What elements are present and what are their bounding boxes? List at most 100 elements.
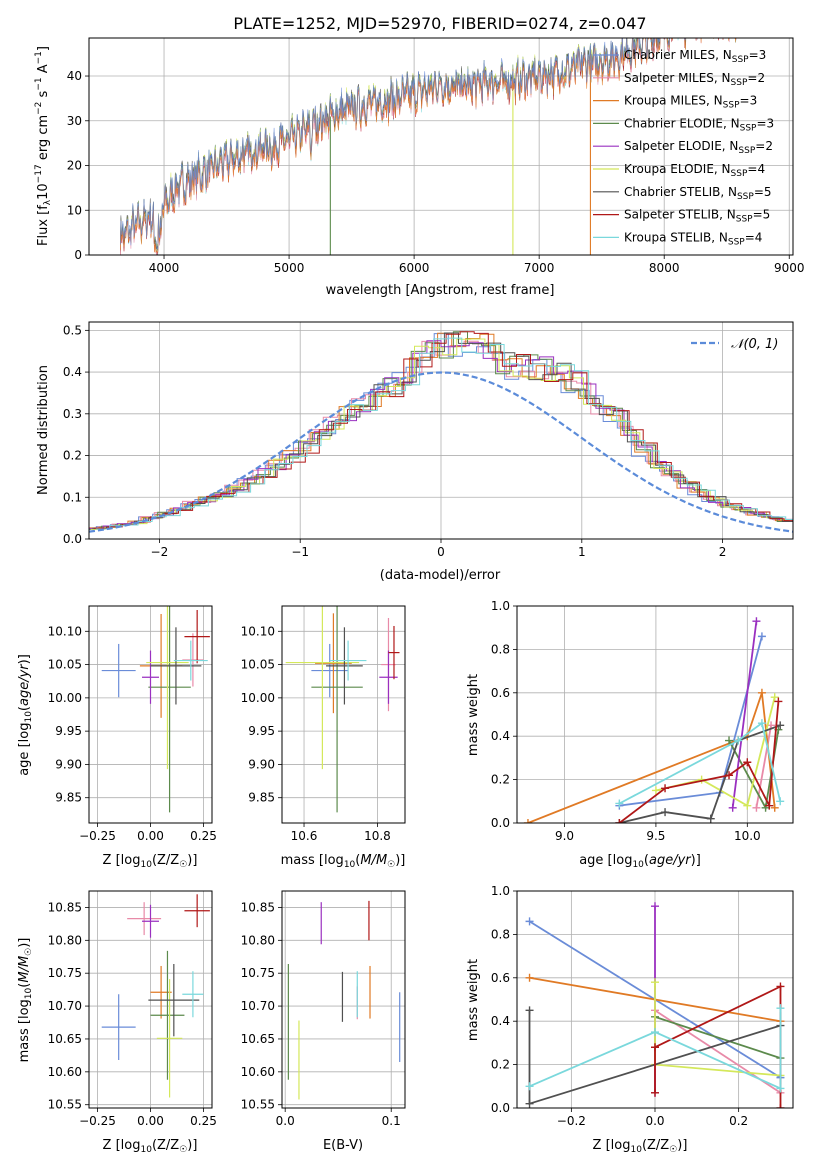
- legend-label: Chabrier MILES, NSSP=3: [624, 48, 766, 65]
- y-tick-label: 10.75: [48, 966, 82, 980]
- x-tick-label: 0.2: [729, 1114, 748, 1128]
- y-tick-label: 0.0: [491, 1101, 510, 1115]
- weight-marker: [774, 697, 783, 706]
- weight-marker: [651, 902, 659, 911]
- residual-histogram: [89, 332, 790, 529]
- mass-vs-z-xlabel: Z [log10(Z/Z☉)]: [103, 1138, 198, 1155]
- weight-vs-z-ylabel: mass weight: [466, 959, 481, 1041]
- weight-marker: [776, 721, 785, 730]
- y-tick-label: 10.60: [241, 1065, 275, 1079]
- x-tick-label: 10.8: [364, 829, 391, 843]
- legend-nssp: =4: [747, 162, 765, 176]
- x-tick-label: 1: [578, 545, 586, 559]
- y-tick-label: 10.70: [241, 999, 275, 1013]
- y-tick-label: 0.8: [491, 642, 510, 656]
- weight-marker: [651, 1043, 659, 1052]
- legend-nssp: =3: [749, 48, 767, 62]
- y-tick-label: 0.0: [63, 532, 82, 546]
- x-tick-label: 0.00: [137, 829, 164, 843]
- y-tick-label: 10.55: [241, 1098, 275, 1112]
- spectrum-plot-area: 4000 5000 6000 7000 8000 9000 0 10 20 30 40: [67, 37, 805, 275]
- weight-marker: [734, 736, 743, 745]
- y-tick-label: 0.5: [63, 323, 82, 337]
- x-tick-label: 2: [719, 545, 727, 559]
- weight-marker: [770, 693, 779, 702]
- y-tick-label: 1.0: [491, 884, 510, 898]
- axes-frame: 10.6 10.8 9.85 9.90 9.95 10.00 10.05 10.10: [241, 605, 406, 843]
- weight-marker: [651, 1028, 659, 1037]
- weight-marker: [776, 982, 785, 991]
- weight-marker: [651, 786, 660, 795]
- y-tick-label: 10.05: [241, 658, 275, 672]
- legend-label: Kroupa MILES, NSSP=3: [624, 94, 757, 111]
- spectrum-series-line: [120, 38, 686, 251]
- weight-marker: [615, 819, 624, 823]
- y-tick-label: 0.2: [491, 1058, 510, 1072]
- plot-marks: [523, 617, 785, 823]
- y-tick-label: 0: [74, 248, 82, 262]
- weight-vs-age-plot-area: 9.0 9.5 10.0 0.0 0.2 0.4 0.6 0.8 1.0: [491, 599, 794, 843]
- legend-nssp: =3: [756, 116, 774, 130]
- y-tick-label: 0.4: [491, 729, 510, 743]
- spectrum-ylabel: Flux [fλ10−17 erg cm−2 s−1 A−1]: [34, 46, 53, 246]
- legend-subscript: SSP: [728, 237, 745, 247]
- plot-marks: [120, 38, 747, 255]
- axes-frame: −0.2 0.0 0.2 0.0 0.2 0.4 0.6 0.8 1.0: [491, 884, 794, 1128]
- x-tick-label: 0.0: [645, 1114, 664, 1128]
- x-tick-label: 10.6: [291, 829, 318, 843]
- y-tick-label: 10.80: [241, 933, 275, 947]
- x-tick-label: 10.0: [734, 829, 761, 843]
- weight-vs-age-xlabel: age [log10(age/yr)]: [579, 853, 701, 870]
- weight-vs-z-panel: −0.2 0.0 0.2 0.0 0.2 0.4 0.6 0.8 1.0 Z [log10(Z/…: [466, 884, 794, 1155]
- weight-series-line: [529, 1008, 782, 1090]
- y-tick-label: 10.55: [48, 1098, 82, 1112]
- x-tick-label: 0.25: [190, 1114, 217, 1128]
- weight-marker: [770, 803, 779, 812]
- legend-subscript: SSP: [731, 169, 748, 179]
- x-tick-label: −0.2: [557, 1114, 586, 1128]
- y-tick-label: 10.65: [241, 1032, 275, 1046]
- y-tick-label: 40: [67, 69, 82, 83]
- mass-vs-z-panel: −0.25 0.00 0.25 10.55 10.60 10.65 10.70 10.75 10…: [17, 890, 217, 1155]
- y-tick-label: 10.10: [241, 624, 275, 638]
- plot-marks: [525, 902, 785, 1108]
- x-tick-label: 7000: [524, 261, 555, 275]
- weight-marker: [752, 617, 761, 626]
- plot-marks: [287, 900, 401, 1100]
- weight-series-line: [618, 721, 782, 805]
- weight-marker: [743, 758, 752, 767]
- axes-frame: 4000 5000 6000 7000 8000 9000 0 10 20 30 40: [67, 37, 805, 275]
- weight-marker: [776, 797, 785, 806]
- legend-label: Salpeter ELODIE, NSSP=2: [624, 139, 773, 156]
- mass-vs-z-plot-area: −0.25 0.00 0.25 10.55 10.60 10.65 10.70 10.75 10…: [48, 890, 217, 1128]
- weight-series-line: [618, 701, 780, 823]
- y-tick-label: 0.4: [491, 1014, 510, 1028]
- y-tick-label: 10.60: [48, 1065, 82, 1079]
- weight-marker: [725, 736, 734, 745]
- legend-label: Chabrier STELIB, NSSP=5: [624, 185, 772, 202]
- weight-marker: [525, 1082, 534, 1091]
- y-tick-label: 10.00: [241, 691, 275, 705]
- axes-border: [516, 605, 794, 824]
- x-tick-label: −1: [291, 545, 309, 559]
- weight-vs-z-xlabel: Z [log10(Z/Z☉)]: [593, 1138, 688, 1155]
- x-tick-label: 9.5: [646, 829, 665, 843]
- residual-histogram: [89, 331, 792, 530]
- y-tick-label: 10.80: [48, 933, 82, 947]
- y-tick-label: 10.85: [48, 900, 82, 914]
- residuals-legend-label: 𝒩(0, 1): [731, 337, 778, 352]
- residual-histogram: [92, 332, 793, 529]
- age-vs-z-panel: −0.25 0.00 0.25 9.85 9.90 9.95 10.00 10.05 10.10…: [17, 605, 217, 870]
- y-tick-label: 10.10: [48, 624, 82, 638]
- legend-nssp: =5: [754, 185, 772, 199]
- y-tick-label: 10.05: [48, 658, 82, 672]
- plot-marks: [285, 606, 400, 813]
- age-vs-z-ylabel: age [log10(age/yr)]: [17, 654, 34, 776]
- weight-marker: [757, 688, 766, 697]
- weight-marker: [525, 917, 534, 926]
- spectrum-panel: 4000 5000 6000 7000 8000 9000 0 10 20 30 40 wavele…: [34, 37, 805, 298]
- x-tick-label: 0.00: [137, 1114, 164, 1128]
- mass-vs-ebv-xlabel: E(B-V): [323, 1138, 363, 1153]
- legend-label: Kroupa STELIB, NSSP=4: [624, 230, 762, 247]
- y-tick-label: 0.0: [491, 816, 510, 830]
